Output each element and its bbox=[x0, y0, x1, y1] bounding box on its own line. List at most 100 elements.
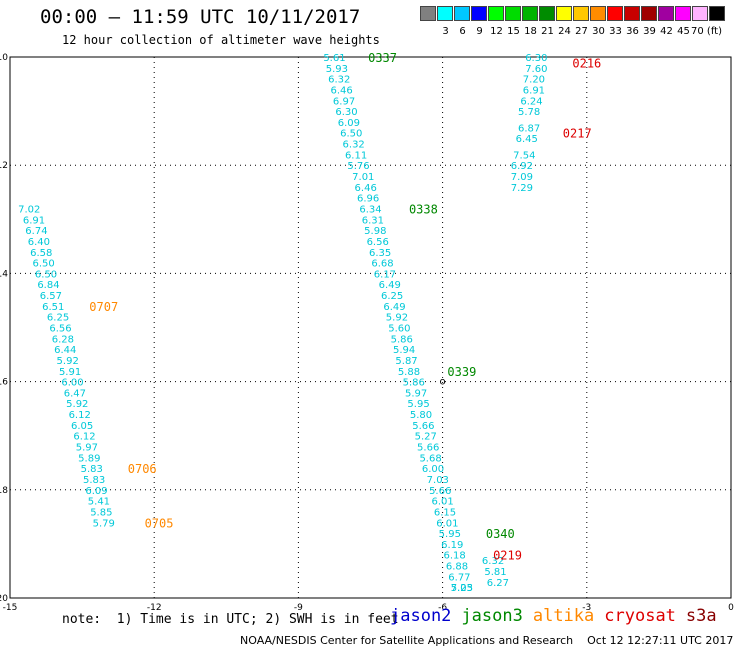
swh-value-label: 7.02 bbox=[18, 204, 40, 215]
color-swatch bbox=[624, 6, 640, 21]
swh-value-label: 6.51 bbox=[42, 302, 64, 313]
swh-value-label: 5.80 bbox=[410, 410, 432, 421]
swh-value-label: 6.31 bbox=[362, 215, 384, 226]
color-swatch bbox=[539, 6, 555, 21]
swh-value-label: 6.49 bbox=[383, 302, 405, 313]
swh-value-label: 5.87 bbox=[395, 356, 417, 367]
swh-value-label: 6.46 bbox=[355, 183, 377, 194]
swh-value-label: 6.25 bbox=[381, 291, 403, 302]
pass-time-label: 0705 bbox=[145, 516, 174, 530]
swh-value-label: 6.34 bbox=[359, 204, 381, 215]
swh-value-label: 7.03 bbox=[451, 583, 473, 594]
color-swatch bbox=[607, 6, 623, 21]
swh-value-label: 7.01 bbox=[352, 172, 374, 183]
swh-value-label: 5.95 bbox=[407, 399, 429, 410]
swh-value-label: 6.25 bbox=[47, 313, 69, 324]
pass-time-label: 0216 bbox=[572, 56, 601, 70]
swh-value-label: 5.41 bbox=[88, 497, 110, 508]
x-tick-label: -3 bbox=[582, 603, 591, 613]
swh-value-label: 6.47 bbox=[64, 388, 86, 399]
swh-value-label: 6.18 bbox=[443, 551, 465, 562]
swh-value-label: 5.88 bbox=[398, 367, 420, 378]
satellite-legend-item: cryosat bbox=[604, 606, 676, 626]
pass-time-label: 0706 bbox=[128, 462, 157, 476]
swh-value-label: 6.58 bbox=[30, 248, 52, 259]
swh-value-label: 7.09 bbox=[511, 172, 533, 183]
color-scale-label: 27 bbox=[575, 26, 588, 37]
color-scale-label: 18 bbox=[524, 26, 537, 37]
x-tick-label: -12 bbox=[147, 603, 162, 613]
color-scale-label: 12 bbox=[490, 26, 503, 37]
pass-time-label: 0337 bbox=[368, 51, 397, 65]
swh-value-label: 6.32 bbox=[482, 556, 504, 567]
pass-time-label: 0338 bbox=[409, 202, 438, 216]
chart-title: 00:00 – 11:59 UTC 10/11/2017 bbox=[40, 6, 361, 28]
swh-value-label: 6.09 bbox=[85, 486, 107, 497]
color-swatch bbox=[420, 6, 436, 21]
note-text: note: 1) Time is in UTC; 2) SWH is in fe… bbox=[62, 612, 399, 627]
swh-value-label: 6.46 bbox=[331, 85, 353, 96]
color-swatch bbox=[590, 6, 606, 21]
color-scale-label: 21 bbox=[541, 26, 554, 37]
swh-value-label: 6.30 bbox=[525, 53, 547, 64]
footer-credit: NOAA/NESDIS Center for Satellite Applica… bbox=[240, 634, 734, 647]
x-tick-label: -15 bbox=[3, 603, 18, 613]
pass-time-label: 0339 bbox=[447, 365, 476, 379]
swh-value-label: 6.91 bbox=[23, 215, 45, 226]
swh-value-label: 5.76 bbox=[347, 161, 369, 172]
swh-value-label: 6.50 bbox=[33, 259, 55, 270]
color-swatch bbox=[437, 6, 453, 21]
y-tick-label: -20 bbox=[0, 594, 8, 604]
color-swatch bbox=[641, 6, 657, 21]
swh-value-label: 5.94 bbox=[393, 345, 415, 356]
swh-value-label: 6.30 bbox=[335, 107, 357, 118]
satellite-legend-item: jason3 bbox=[461, 606, 523, 626]
swh-value-label: 6.01 bbox=[431, 497, 453, 508]
color-scale-label: 30 bbox=[592, 26, 605, 37]
satellite-legend: jason2 jason3 altika cryosat s3a bbox=[390, 606, 727, 626]
swh-value-label: 6.05 bbox=[71, 421, 93, 432]
swh-value-label: 5.61 bbox=[323, 53, 345, 64]
swh-value-label: 5.66 bbox=[412, 421, 434, 432]
swh-value-label: 6.77 bbox=[448, 572, 470, 583]
swh-value-label: 6.28 bbox=[52, 334, 74, 345]
y-tick-label: -14 bbox=[0, 269, 8, 279]
swh-value-label: 6.09 bbox=[338, 118, 360, 129]
color-scale-label: 70 (ft) bbox=[691, 26, 722, 37]
color-scale-label: 6 bbox=[459, 26, 466, 37]
y-tick-label: -18 bbox=[0, 486, 8, 496]
color-scale-label: 36 bbox=[626, 26, 639, 37]
swh-value-label: 5.81 bbox=[484, 567, 506, 578]
satellite-legend-item: s3a bbox=[685, 606, 717, 626]
swh-value-label: 6.15 bbox=[434, 507, 456, 518]
swh-value-label: 5.97 bbox=[405, 388, 427, 399]
color-scale-label: 15 bbox=[507, 26, 520, 37]
swh-value-label: 7.54 bbox=[513, 150, 535, 161]
swh-value-label: 6.56 bbox=[49, 324, 71, 335]
y-tick-label: -16 bbox=[0, 378, 8, 388]
swh-value-label: 6.96 bbox=[357, 194, 379, 205]
swh-value-label: 6.87 bbox=[518, 123, 540, 134]
swh-value-label: 6.74 bbox=[25, 226, 47, 237]
swh-value-label: 6.45 bbox=[516, 134, 538, 145]
swh-value-label: 5.25 bbox=[451, 583, 473, 594]
color-swatch bbox=[658, 6, 674, 21]
swh-value-label: 5.89 bbox=[78, 453, 100, 464]
swh-value-label: 6.97 bbox=[333, 96, 355, 107]
plot-frame bbox=[9, 56, 732, 599]
color-swatch bbox=[471, 6, 487, 21]
swh-value-label: 6.11 bbox=[345, 150, 367, 161]
swh-value-label: 7.29 bbox=[511, 183, 533, 194]
color-swatch bbox=[573, 6, 589, 21]
color-swatch bbox=[454, 6, 470, 21]
swh-value-label: 5.93 bbox=[326, 64, 348, 75]
swh-value-label: 5.79 bbox=[93, 518, 115, 529]
swh-value-label: 5.27 bbox=[415, 432, 437, 443]
pass-time-label: 0219 bbox=[493, 549, 522, 563]
chart-subtitle: 12 hour collection of altimeter wave hei… bbox=[62, 33, 380, 47]
color-scale-label: 33 bbox=[609, 26, 622, 37]
swh-value-label: 6.44 bbox=[54, 345, 76, 356]
swh-value-label: 5.60 bbox=[388, 324, 410, 335]
color-swatch bbox=[692, 6, 708, 21]
swh-value-label: 5.98 bbox=[364, 226, 386, 237]
